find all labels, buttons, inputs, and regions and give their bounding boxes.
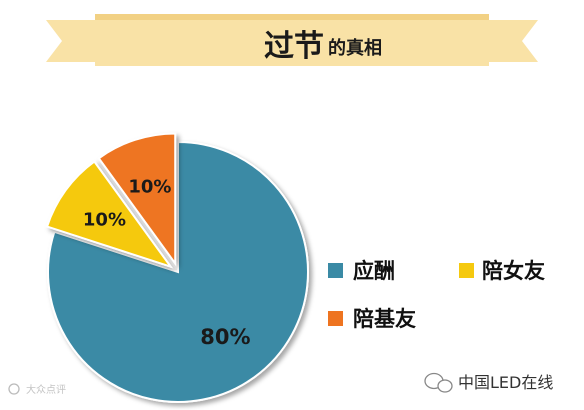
legend-label: 陪女友 <box>482 259 545 283</box>
watermark-left: 大众点评 <box>8 383 66 396</box>
watermark-right: 中国LED在线 <box>424 372 553 393</box>
legend-swatch <box>328 311 343 326</box>
pie-slice-3 <box>97 132 177 267</box>
watermark-left-text: 大众点评 <box>26 383 66 396</box>
watermark-right-text: 中国LED在线 <box>458 373 553 392</box>
pie-value-label-1: 80% <box>200 325 250 349</box>
wechat-icon <box>424 372 453 393</box>
pie-slice-1 <box>47 140 309 403</box>
legend-label: 应酬 <box>353 259 395 283</box>
pie-slices <box>45 132 309 403</box>
legend-item-yingchou: 应酬 <box>328 259 395 283</box>
chart-title-sub: 的真相 <box>328 37 382 59</box>
pie-value-labels: 80% 10%10% <box>83 177 251 350</box>
legend-label: 陪基友 <box>353 307 416 331</box>
pie-slice-2 <box>45 160 174 269</box>
pie-value-label-3: 10% <box>128 177 171 198</box>
legend-item-peinvyou: 陪女友 <box>459 259 545 283</box>
legend: 应酬 陪女友 陪基友 <box>328 259 545 331</box>
legend-item-peijiyou: 陪基友 <box>328 307 416 331</box>
legend-swatch <box>459 263 474 278</box>
chart-title-main: 过节 <box>264 29 324 64</box>
title-banner: 过节 的真相 <box>46 14 538 66</box>
pie-value-label-2: 10% <box>83 210 126 231</box>
eye-icon <box>8 383 20 395</box>
legend-swatch <box>328 263 343 278</box>
